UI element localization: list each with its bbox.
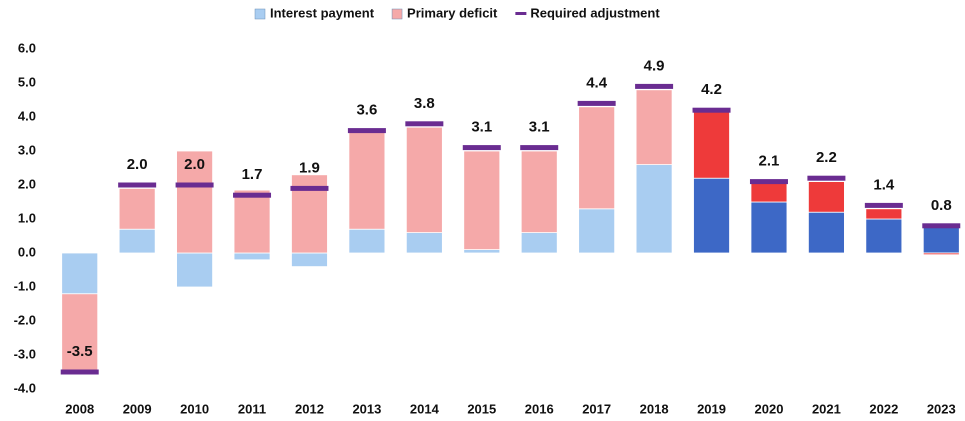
adjustment-marker xyxy=(405,121,444,127)
bar-segment xyxy=(348,130,386,230)
y-tick-label: -1.0 xyxy=(14,278,36,293)
value-label: 2.0 xyxy=(184,156,205,173)
value-label: 2.0 xyxy=(127,156,148,173)
x-tick-label: 2015 xyxy=(467,401,496,416)
adjustment-marker xyxy=(175,182,214,188)
bar-segment xyxy=(176,150,213,254)
bar-segment xyxy=(61,293,99,373)
bar-segment xyxy=(922,252,960,256)
y-tick-label: 5.0 xyxy=(18,74,36,89)
x-tick-label: 2019 xyxy=(697,401,726,416)
bar-segment xyxy=(520,232,558,254)
bar-segment xyxy=(865,208,903,220)
x-tick-label: 2008 xyxy=(65,401,94,416)
x-tick-label: 2021 xyxy=(812,401,841,416)
adjustment-marker xyxy=(60,369,99,375)
x-tick-label: 2018 xyxy=(640,401,669,416)
value-label: -3.5 xyxy=(67,343,93,360)
value-label: 1.4 xyxy=(873,176,895,193)
x-tick-label: 2016 xyxy=(525,401,554,416)
x-tick-label: 2010 xyxy=(180,401,209,416)
adjustment-marker xyxy=(520,145,559,151)
value-label: 4.9 xyxy=(644,57,665,74)
y-tick-label: -2.0 xyxy=(14,312,36,327)
adjustment-marker xyxy=(807,175,846,181)
legend-icon xyxy=(254,8,266,20)
bar-segment xyxy=(865,218,903,254)
adjustment-marker xyxy=(577,100,616,106)
value-label: 1.7 xyxy=(242,166,263,183)
bar-segment xyxy=(693,177,730,254)
bar-segment xyxy=(118,228,156,254)
bar-segment xyxy=(405,126,443,233)
value-label: 4.4 xyxy=(586,74,608,91)
x-tick-label: 2011 xyxy=(238,401,266,416)
legend-label: Primary deficit xyxy=(407,5,498,20)
x-tick-label: 2023 xyxy=(927,401,956,416)
y-tick-label: -3.0 xyxy=(14,346,36,361)
bar-segment xyxy=(578,106,616,210)
x-tick-label: 2012 xyxy=(295,401,324,416)
bar-segment xyxy=(463,150,501,250)
bar-segment xyxy=(348,228,386,254)
adjustment-marker xyxy=(635,83,674,89)
bar-segment xyxy=(176,252,213,288)
y-tick-label: 3.0 xyxy=(18,142,36,157)
x-tick-label: 2014 xyxy=(410,401,440,416)
value-label: 4.2 xyxy=(701,81,722,98)
bar-segment xyxy=(233,252,271,261)
x-tick-label: 2009 xyxy=(123,401,152,416)
value-label: 2.2 xyxy=(816,149,837,166)
x-tick-label: 2017 xyxy=(582,401,611,416)
y-tick-label: -4.0 xyxy=(14,380,36,395)
legend-icon xyxy=(391,8,403,20)
value-label: 2.1 xyxy=(759,153,780,170)
adjustment-marker xyxy=(462,145,501,151)
y-tick-label: 0.0 xyxy=(18,244,36,259)
bar-segment xyxy=(578,208,616,254)
value-label: 3.1 xyxy=(471,119,492,136)
bar-segment xyxy=(291,252,328,268)
x-tick-label: 2013 xyxy=(352,401,381,416)
y-tick-label: 2.0 xyxy=(18,176,36,191)
adjustment-marker xyxy=(864,202,903,208)
adjustment-marker xyxy=(233,192,272,198)
adjustment-marker xyxy=(118,182,157,188)
bar-segment xyxy=(520,150,558,233)
x-tick-label: 2020 xyxy=(755,401,784,416)
bar-segment xyxy=(635,89,673,166)
value-label: 1.9 xyxy=(299,159,320,176)
bar-segment xyxy=(750,201,788,254)
bar-segment xyxy=(808,211,845,254)
legend-label: Required adjustment xyxy=(530,5,660,20)
bar-segment xyxy=(405,232,443,254)
bar-segment xyxy=(750,181,788,203)
x-tick-label: 2022 xyxy=(869,401,898,416)
y-tick-label: 1.0 xyxy=(18,210,36,225)
bar-segment xyxy=(808,181,845,213)
value-label: 3.8 xyxy=(414,95,435,112)
y-tick-label: 4.0 xyxy=(18,108,36,123)
adjustment-marker xyxy=(290,185,329,191)
adjustment-marker xyxy=(749,179,788,185)
bar-segment xyxy=(61,252,99,295)
y-tick-label: 6.0 xyxy=(18,40,36,55)
bar-segment xyxy=(922,225,960,254)
bar-segment xyxy=(635,164,673,254)
value-label: 3.1 xyxy=(529,119,550,136)
adjustment-marker xyxy=(922,223,961,229)
bar-segment xyxy=(118,187,156,230)
adjustment-marker xyxy=(692,107,731,113)
bar-segment xyxy=(463,249,501,254)
bar-segment xyxy=(233,189,271,254)
value-label: 3.6 xyxy=(356,102,377,119)
legend-icon xyxy=(515,12,527,15)
adjustment-marker xyxy=(347,128,386,134)
bar-segment xyxy=(693,109,730,179)
value-label: 0.8 xyxy=(931,197,952,214)
legend-label: Interest payment xyxy=(270,5,375,20)
